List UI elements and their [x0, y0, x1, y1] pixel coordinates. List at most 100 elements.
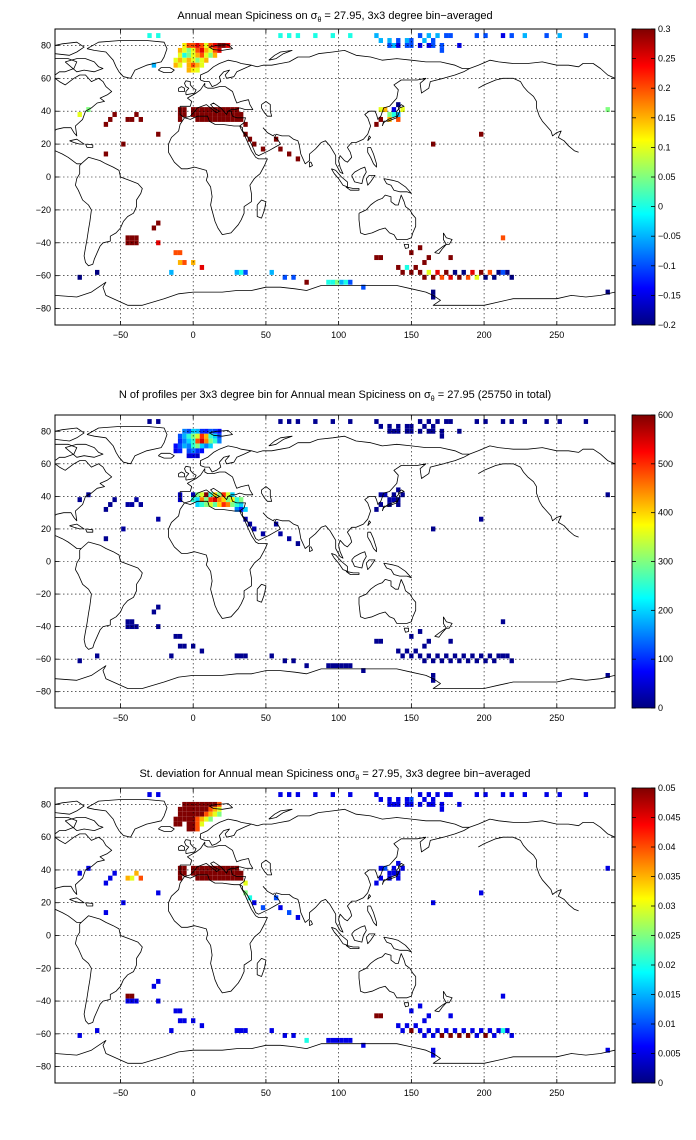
bin-cell — [605, 107, 610, 113]
bin-cell — [417, 653, 423, 659]
bin-cell — [186, 826, 191, 832]
bin-cell — [186, 433, 191, 439]
bin-cell — [557, 792, 562, 798]
bin-cell — [95, 269, 100, 275]
coastline-segment — [85, 143, 94, 148]
coastline-segment — [75, 915, 143, 1025]
coastline-segment — [69, 138, 85, 145]
bin-cell — [278, 905, 283, 911]
bin-cell — [435, 653, 440, 659]
bin-cell — [435, 269, 440, 275]
bin-cell — [387, 428, 392, 434]
bin-cell — [191, 52, 196, 58]
bin-cell — [177, 260, 183, 265]
bin-cell — [544, 33, 549, 39]
bin-cell — [444, 792, 449, 798]
bin-cell — [221, 865, 226, 871]
y-tick-label: −20 — [36, 963, 51, 973]
x-tick-label: 100 — [331, 713, 346, 723]
map-panel-3: St. deviation for Annual mean Spiciness … — [36, 768, 681, 1098]
coastline — [55, 799, 615, 1064]
colorbar-tick-label: 0.03 — [658, 901, 676, 911]
bin-cell — [492, 1033, 497, 1038]
bin-cell — [208, 502, 213, 507]
coastline-segment — [86, 426, 168, 465]
colorbar: 0 100 200 300 400 500 600 — [631, 410, 673, 713]
bin-cell — [417, 792, 423, 798]
bin-cell — [448, 658, 453, 664]
bin-cell — [404, 264, 410, 270]
bin-cell — [448, 419, 453, 424]
bin-cell — [195, 57, 200, 63]
bin-cell — [444, 653, 449, 659]
bin-cell — [431, 42, 436, 48]
bin-cell — [225, 502, 231, 507]
bin-cell — [169, 1028, 174, 1034]
bin-cell — [182, 443, 187, 449]
bin-cell — [177, 643, 183, 649]
y-tick-label: 20 — [41, 524, 51, 534]
coastline-segment — [469, 818, 615, 838]
coastline-segment — [403, 1002, 409, 1008]
bin-cell — [239, 112, 244, 117]
bin-cell — [103, 121, 109, 127]
coastline-segment — [184, 80, 197, 96]
bin-cell — [396, 1023, 401, 1029]
bin-cell — [204, 865, 209, 871]
bin-cell — [204, 806, 209, 812]
bin-cell — [199, 801, 205, 807]
bin-cell — [195, 448, 200, 454]
bin-cell — [431, 658, 436, 664]
bin-cell — [191, 57, 196, 63]
colorbar-tick-label: 0.04 — [658, 842, 676, 852]
bin-cell — [103, 910, 109, 916]
bin-cell — [156, 131, 161, 137]
bin-cell — [95, 1028, 100, 1034]
coastline-segment — [367, 520, 371, 526]
bin-cell — [391, 865, 397, 871]
coastline-segment — [309, 161, 313, 168]
bin-cell — [483, 658, 488, 664]
bin-cell — [191, 816, 196, 822]
bin-cell — [199, 47, 205, 53]
bin-cell — [103, 880, 109, 886]
bin-cell — [204, 433, 209, 439]
coastline-segment — [345, 186, 360, 191]
coastline-segment — [179, 82, 254, 119]
bin-cell — [500, 269, 506, 275]
bin-cell — [212, 806, 218, 812]
bin-cell — [378, 1013, 383, 1019]
coastline-segment — [434, 1002, 447, 1013]
bin-cell — [431, 38, 436, 43]
bin-cell — [129, 993, 135, 999]
bin-cell — [439, 47, 445, 53]
bin-cell — [225, 497, 231, 503]
bin-cell — [129, 619, 135, 625]
bin-cell — [186, 62, 191, 68]
bin-cell — [409, 797, 414, 802]
bin-cell — [225, 107, 231, 113]
coastline-segment — [262, 127, 275, 137]
colorbar-tick-label: 100 — [658, 654, 673, 664]
coastline-segment — [55, 443, 78, 461]
bin-cell — [583, 419, 589, 424]
bin-cell — [470, 653, 475, 659]
coastline-segment — [443, 232, 453, 245]
bin-cell — [500, 619, 506, 625]
bin-cell — [474, 658, 479, 664]
bin-cell — [431, 141, 436, 147]
bin-cell — [217, 875, 222, 881]
bin-cell — [417, 419, 423, 424]
coastline-segment — [469, 445, 615, 465]
bin-cell — [212, 107, 218, 113]
bin-cell — [374, 33, 379, 39]
bin-cell — [199, 443, 205, 449]
bin-cell — [204, 801, 209, 807]
bin-cell — [422, 260, 427, 265]
bin-cell — [243, 506, 248, 512]
coastline-segment — [184, 465, 197, 481]
bin-cell — [186, 47, 191, 53]
x-tick-label: 150 — [404, 713, 419, 723]
bin-cell — [156, 890, 161, 896]
bin-cell — [195, 821, 200, 827]
